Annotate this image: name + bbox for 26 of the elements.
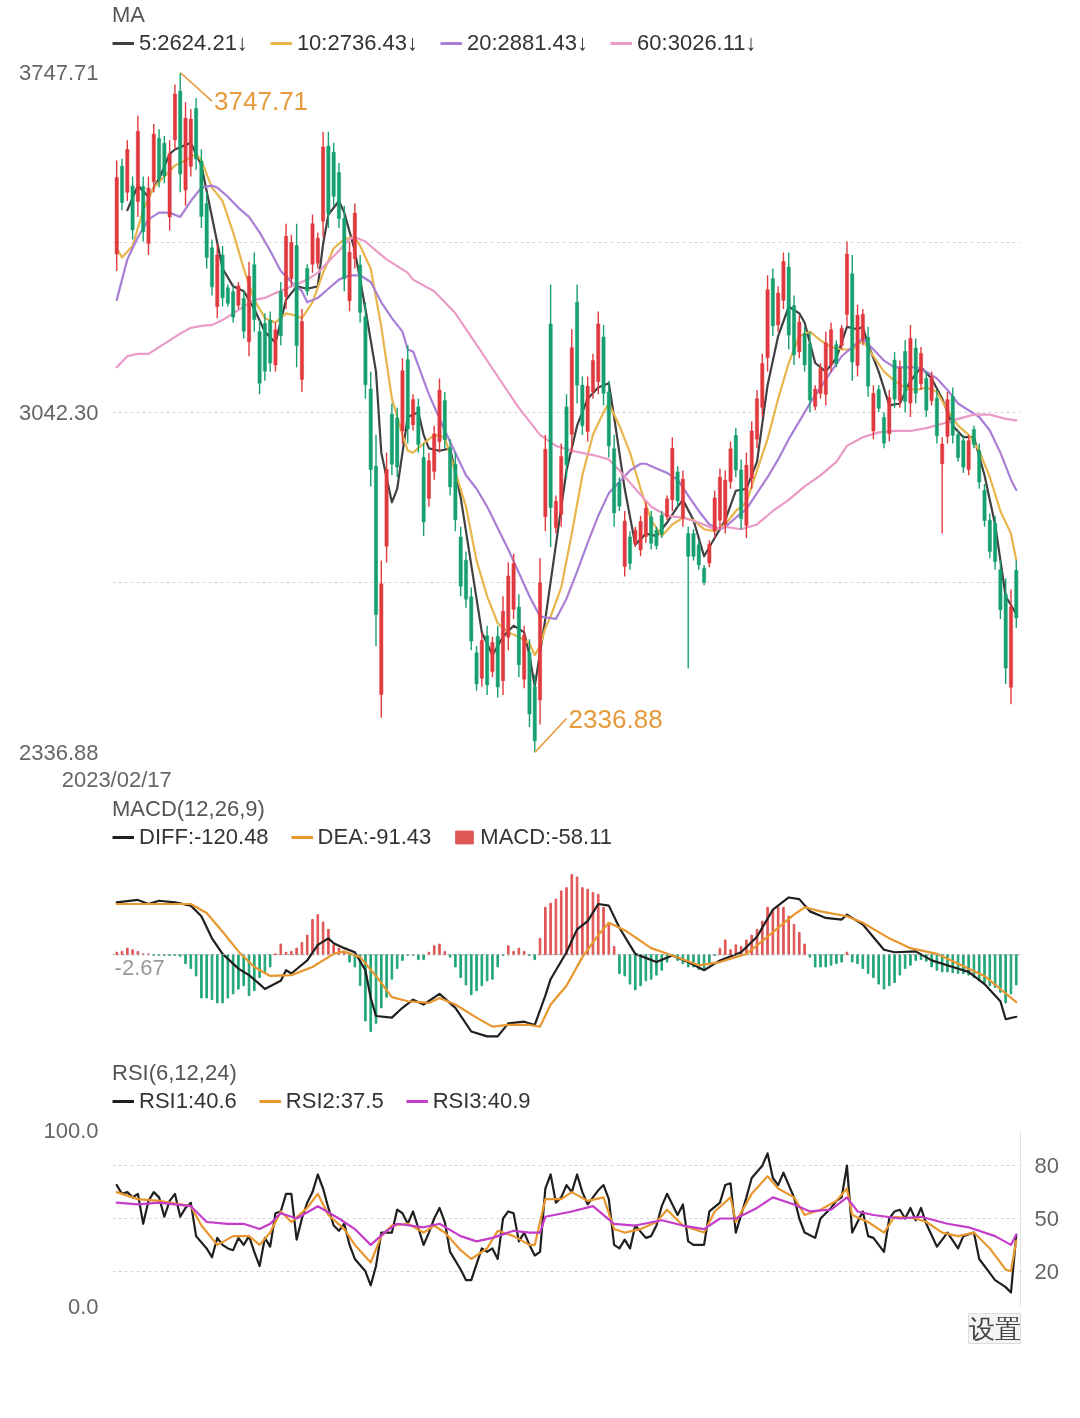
legend-label: 10:2736.43↓ xyxy=(296,30,418,56)
legend-label: 60:3026.11↓ xyxy=(637,30,757,56)
annotation: 2336.88 xyxy=(568,703,663,734)
legend-label: 20:2881.43↓ xyxy=(466,30,589,56)
chart-title: RSI(6,12,24) xyxy=(112,1060,238,1086)
legend-label: RSI3:40.9 xyxy=(432,1088,531,1114)
x-tick-label: 2023/02/17 xyxy=(61,766,172,792)
legend-label: RSI1:40.6 xyxy=(139,1088,237,1114)
text: 设置 xyxy=(968,1313,1021,1344)
legend-title: MA xyxy=(112,2,146,28)
y-tick-label: 3042.30 xyxy=(18,400,99,425)
y2-tick-label: 50 xyxy=(1034,1206,1059,1231)
legend-label: 5:2624.21↓ xyxy=(139,30,248,56)
legend-label: DIFF:-120.48 xyxy=(139,824,269,850)
legend-label: DEA:-91.43 xyxy=(317,824,432,850)
y-tick-label: 100.0 xyxy=(43,1118,99,1143)
chart-title: MACD(12,26,9) xyxy=(112,796,266,822)
y-tick-label: 2336.88 xyxy=(18,740,99,765)
annotation: 3747.71 xyxy=(214,86,309,117)
y-tick-label: 3747.71 xyxy=(18,60,99,85)
legend-label: RSI2:37.5 xyxy=(285,1088,384,1114)
annotation: -2.67 xyxy=(114,955,165,981)
y2-tick-label: 80 xyxy=(1034,1153,1059,1179)
legend-label: MACD:-58.11 xyxy=(480,824,612,850)
y-tick-label: 0.0 xyxy=(67,1294,99,1319)
y2-tick-label: 20 xyxy=(1034,1258,1059,1284)
